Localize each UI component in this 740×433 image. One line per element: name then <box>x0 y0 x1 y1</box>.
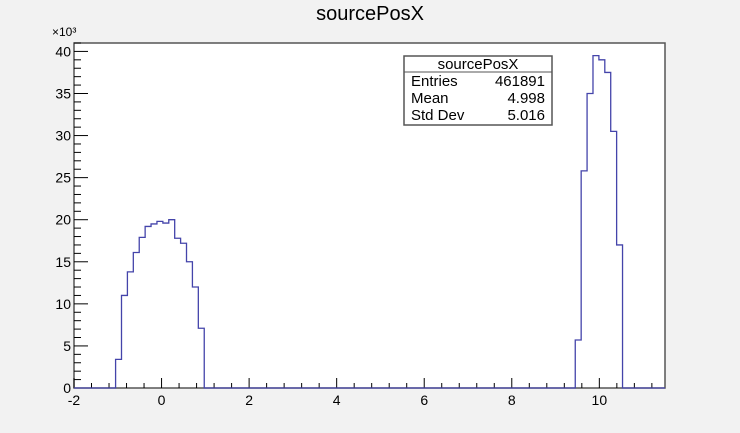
y-tick-label: 30 <box>55 128 71 144</box>
x-tick-label: 4 <box>333 392 341 408</box>
y-tick-label: 40 <box>55 43 71 59</box>
plot-frame <box>73 42 666 389</box>
y-tick-label: 0 <box>63 380 71 396</box>
y-tick-label: 25 <box>55 170 71 186</box>
stats-value-entries: 461891 <box>495 73 545 90</box>
stats-value-stddev: 5.016 <box>507 107 545 124</box>
x-tick-label: 8 <box>508 392 516 408</box>
stats-label-entries: Entries <box>411 73 458 90</box>
x-tick-label: 0 <box>158 392 166 408</box>
stats-value-mean: 4.998 <box>507 90 545 107</box>
y-tick-label: 15 <box>55 254 71 270</box>
x-tick-label: 6 <box>420 392 428 408</box>
y-tick-label: 5 <box>63 338 71 354</box>
y-axis-multiplier: ×10³ <box>52 25 76 39</box>
stats-label-stddev: Std Dev <box>411 107 465 124</box>
stats-box: sourcePosX Entries 461891 Mean 4.998 Std… <box>403 55 553 126</box>
x-tick-label: -2 <box>68 392 81 408</box>
histogram-series-line <box>74 54 665 389</box>
x-tick-label: 2 <box>245 392 253 408</box>
stats-box-title: sourcePosX <box>438 56 519 73</box>
axis-ticks <box>73 42 653 389</box>
chart-title: sourcePosX <box>316 3 424 25</box>
stats-label-mean: Mean <box>411 90 449 107</box>
y-tick-label: 10 <box>55 296 71 312</box>
stats-box-frame <box>403 55 553 126</box>
x-tick-label: 10 <box>592 392 608 408</box>
y-tick-label: 20 <box>55 212 71 228</box>
y-tick-label: 35 <box>55 85 71 101</box>
